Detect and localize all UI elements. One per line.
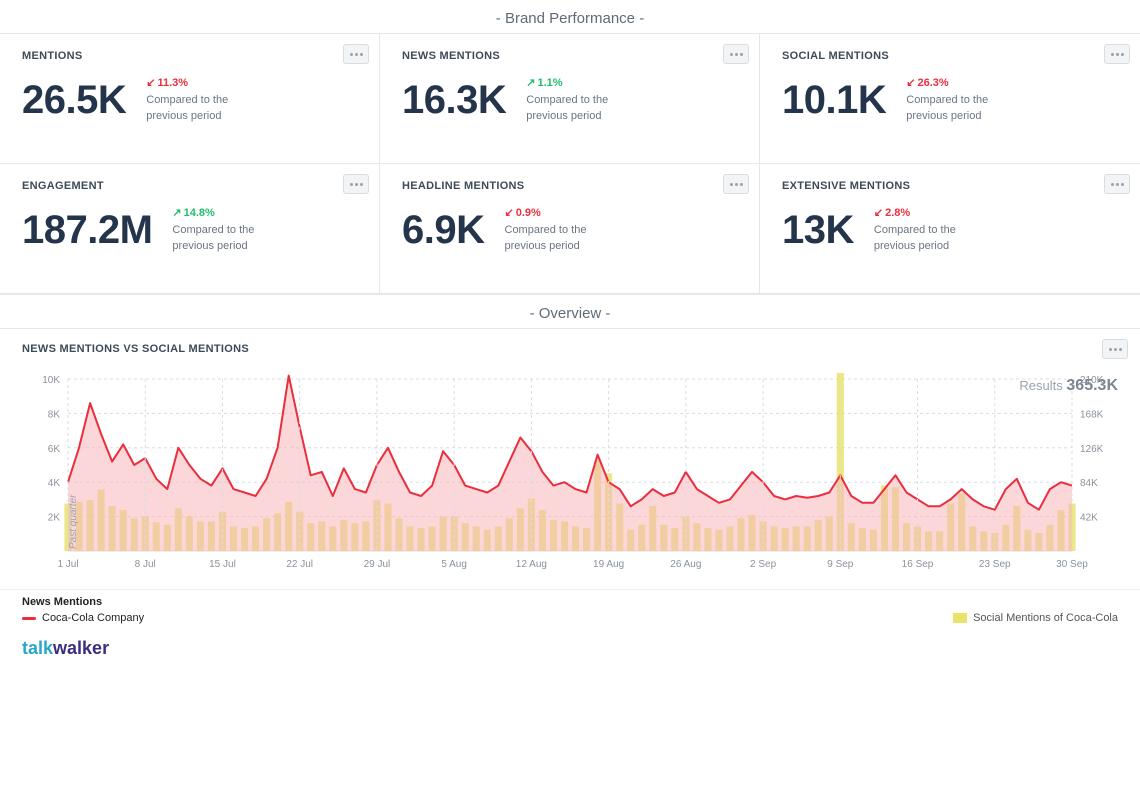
chart-card: NEWS MENTIONS VS SOCIAL MENTIONS Results… (0, 329, 1140, 589)
metric-label: HEADLINE MENTIONS (402, 180, 737, 192)
svg-text:1 Jul: 1 Jul (57, 559, 78, 570)
metric-card: ENGAGEMENT 187.2M ↗14.8% Compared to the pr… (0, 164, 380, 294)
metric-change-sub: Compared to the previous period (906, 93, 1016, 124)
chart-legend: News Mentions Coca-Cola Company Social M… (0, 589, 1140, 634)
legend-line-label: Coca-Cola Company (42, 612, 144, 624)
svg-text:8 Jul: 8 Jul (135, 559, 156, 570)
svg-text:26 Aug: 26 Aug (670, 559, 701, 570)
metric-label: NEWS MENTIONS (402, 50, 737, 62)
svg-text:6K: 6K (48, 444, 61, 455)
svg-text:10K: 10K (42, 375, 60, 386)
svg-text:2K: 2K (48, 513, 61, 524)
legend-left-heading: News Mentions (22, 596, 144, 608)
svg-text:126K: 126K (1080, 444, 1104, 455)
metric-change-pct: ↙2.8% (874, 206, 984, 221)
svg-text:84K: 84K (1080, 478, 1098, 489)
legend-bar-label: Social Mentions of Coca-Cola (973, 612, 1118, 624)
metric-change-sub: Compared to the previous period (505, 223, 615, 254)
svg-text:42K: 42K (1080, 513, 1098, 524)
svg-text:2 Sep: 2 Sep (750, 559, 777, 570)
metric-value: 187.2M (22, 210, 152, 250)
svg-text:22 Jul: 22 Jul (286, 559, 313, 570)
legend-bar-swatch (953, 613, 967, 623)
svg-text:12 Aug: 12 Aug (516, 559, 547, 570)
news-vs-social-chart: 2K42K4K84K6K126K8K168K10K210K1 Jul8 Jul1… (22, 373, 1118, 573)
metric-options-button[interactable] (723, 174, 749, 194)
metric-value: 26.5K (22, 80, 126, 120)
metric-card: EXTENSIVE MENTIONS 13K ↙2.8% Compared to th… (760, 164, 1140, 294)
metric-label: ENGAGEMENT (22, 180, 357, 192)
metric-label: EXTENSIVE MENTIONS (782, 180, 1118, 192)
svg-text:30 Sep: 30 Sep (1056, 559, 1088, 570)
metric-value: 6.9K (402, 210, 485, 250)
metric-card: HEADLINE MENTIONS 6.9K ↙0.9% Compared to th… (380, 164, 760, 294)
metric-card: NEWS MENTIONS 16.3K ↗1.1% Compared to the p… (380, 34, 760, 164)
metric-change-pct: ↗1.1% (526, 76, 636, 91)
svg-text:19 Aug: 19 Aug (593, 559, 624, 570)
metric-change-sub: Compared to the previous period (874, 223, 984, 254)
metric-card: MENTIONS 26.5K ↙11.3% Compared to the previ… (0, 34, 380, 164)
metric-change-sub: Compared to the previous period (526, 93, 636, 124)
metric-value: 10.1K (782, 80, 886, 120)
section-title-overview: - Overview - (0, 295, 1140, 329)
metric-label: SOCIAL MENTIONS (782, 50, 1118, 62)
metric-change-pct: ↗14.8% (172, 206, 282, 221)
metric-change-pct: ↙11.3% (146, 76, 256, 91)
metric-change-pct: ↙0.9% (505, 206, 615, 221)
chart-options-button[interactable] (1102, 339, 1128, 359)
metric-change-sub: Compared to the previous period (172, 223, 282, 254)
svg-text:5 Aug: 5 Aug (441, 559, 467, 570)
svg-text:4K: 4K (48, 478, 61, 489)
metrics-grid: MENTIONS 26.5K ↙11.3% Compared to the previ… (0, 34, 1140, 294)
section-title-brand-performance: - Brand Performance - (0, 0, 1140, 34)
svg-text:29 Jul: 29 Jul (364, 559, 391, 570)
svg-text:23 Sep: 23 Sep (979, 559, 1011, 570)
svg-text:9 Sep: 9 Sep (827, 559, 854, 570)
chart-title: NEWS MENTIONS VS SOCIAL MENTIONS (22, 343, 1118, 355)
chart-results-label: Results 365.3K (1019, 377, 1118, 395)
legend-line-swatch (22, 617, 36, 620)
metric-options-button[interactable] (343, 174, 369, 194)
metric-options-button[interactable] (1104, 174, 1130, 194)
metric-label: MENTIONS (22, 50, 357, 62)
metric-card: SOCIAL MENTIONS 10.1K ↙26.3% Compared to th… (760, 34, 1140, 164)
metric-options-button[interactable] (723, 44, 749, 64)
svg-text:15 Jul: 15 Jul (209, 559, 236, 570)
brand-logo: talkwalker (0, 634, 1140, 669)
metric-options-button[interactable] (343, 44, 369, 64)
metric-options-button[interactable] (1104, 44, 1130, 64)
metric-change-pct: ↙26.3% (906, 76, 1016, 91)
svg-text:Past quarter: Past quarter (68, 494, 79, 549)
metric-change-sub: Compared to the previous period (146, 93, 256, 124)
metric-value: 13K (782, 210, 854, 250)
metric-value: 16.3K (402, 80, 506, 120)
svg-text:168K: 168K (1080, 409, 1104, 420)
svg-text:16 Sep: 16 Sep (902, 559, 934, 570)
svg-text:8K: 8K (48, 409, 61, 420)
